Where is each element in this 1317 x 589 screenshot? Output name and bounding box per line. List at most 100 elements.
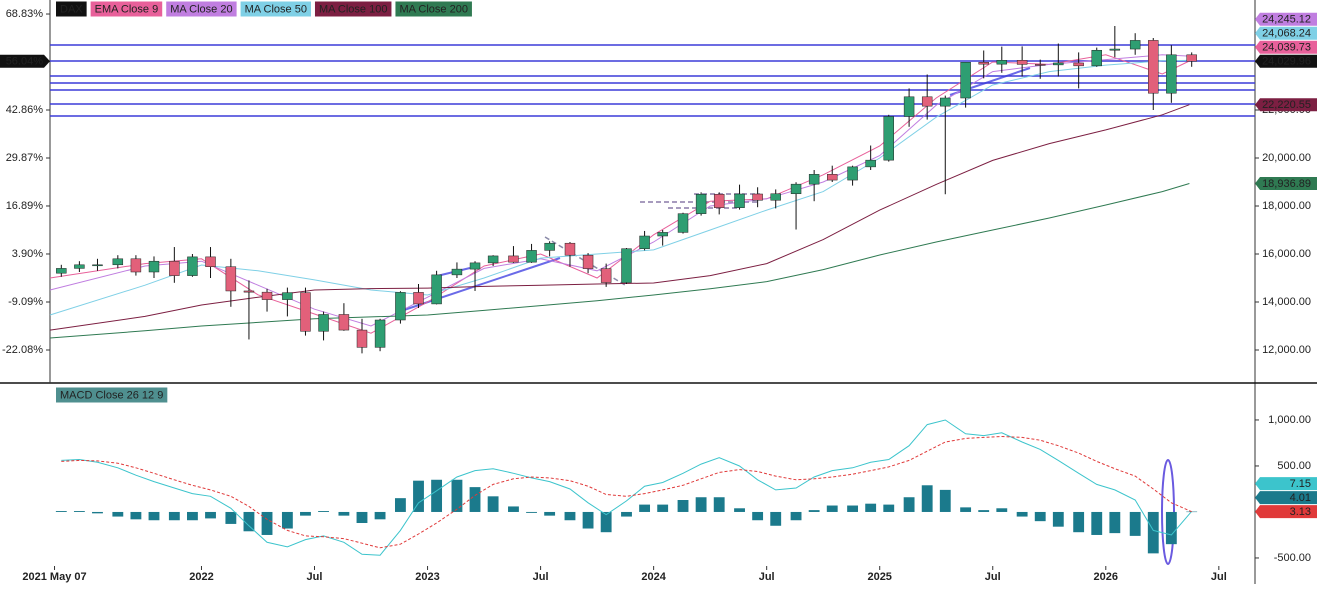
macd-histogram-bar [487,496,499,512]
candle-body [921,96,933,107]
macd-histogram-bar [770,511,782,526]
macd-histogram-bar [826,505,838,512]
y-tick-label: 20,000.00 [1262,152,1311,164]
candle-body [92,264,103,267]
badge-label: 24,039.73 [1262,42,1311,54]
macd-histogram-bar [695,497,707,512]
badge-shape [1255,54,1317,68]
moving-average-line [49,104,1190,331]
candle-body [1148,40,1159,94]
macd-histogram-bar [996,508,1008,512]
macd-histogram-bar [883,504,895,512]
candle-body [338,314,350,331]
badge-shape [1255,40,1317,54]
macd-histogram-bar [865,503,877,512]
legend-item: MA Close 200 [395,1,472,17]
legend-swatch [240,1,311,17]
x-tick-label: Jul [307,571,323,583]
badge-shape [1255,505,1317,519]
candle-body [243,290,255,293]
macd-histogram-bar [130,511,142,520]
candle-body [1016,60,1028,65]
legend-item: MA Close 20 [166,1,237,17]
candle-body [1035,64,1046,66]
macd-histogram-bar [1165,511,1177,545]
macd-histogram-bar [187,511,198,521]
moving-average-line [49,54,1190,334]
x-tick-label: Jul [985,571,1001,583]
y-tick-label: 12,000.00 [1262,344,1311,356]
ma-badge: 24,245.12 [1255,12,1317,26]
candle-body [431,274,442,305]
candle-body [827,174,838,181]
macd-histogram-bar [1091,511,1103,535]
candle-body [903,96,915,117]
macd-histogram-bar [657,504,669,512]
candle-body [282,292,293,300]
macd-histogram-bar [451,479,463,512]
badge-label: 24,245.12 [1262,14,1311,26]
candle-body [300,292,311,332]
badge-label: 18,936.89 [1262,178,1311,190]
macd-histogram-bar [281,511,293,529]
candle-body [374,319,386,348]
badge-label: 24,068.24 [1262,28,1311,40]
y2-tick-label: -9.09% [8,296,43,308]
candle-body [451,268,463,276]
badge-shape [1255,98,1317,112]
candle-body [865,159,876,168]
macd-histogram-bar [677,500,689,512]
candle-body [169,260,180,276]
y-tick-label: 16,000.00 [1262,248,1311,260]
x-tick-label: 2024 [641,571,666,583]
macd-histogram-bar [508,506,519,512]
candle-body [413,292,424,305]
macd-badge: 3.13 [1255,505,1317,519]
macd-histogram-bar [225,511,237,524]
badge-label: 24,029.96 [1262,56,1311,68]
candle-body [1186,54,1197,62]
candle-body [713,193,725,208]
badge-shape [0,54,50,68]
macd-histogram-bar [526,511,537,513]
macd-histogram-bar [1073,511,1085,533]
legend-item: DAX [56,1,87,17]
ma-badge: 24,039.73 [1255,40,1317,54]
candle-body [395,292,406,321]
macd-histogram-bar [73,511,85,512]
candle-body [639,235,650,249]
macd-histogram-bar [582,511,594,529]
badge-shape [1255,12,1317,26]
macd-histogram-bar [112,511,124,517]
macd-histogram-bar [394,498,406,512]
legend-swatch [395,1,472,17]
candle-body [752,193,763,201]
candle-body [205,256,216,267]
legend-label: DAX [60,3,83,15]
macd-histogram-bar [1109,511,1121,534]
candle-body [1091,49,1102,67]
macd-histogram-bar [1052,511,1064,527]
percent-badge: 56.04% [0,54,50,68]
macd-histogram-bar [1034,511,1046,522]
moving-average-line [49,183,1190,339]
candle-body [544,242,555,251]
macd-histogram-bar [374,511,386,520]
ma-badge: 24,068.24 [1255,26,1317,40]
candle-body [508,255,519,263]
legend-swatch [56,1,87,17]
legend-label: MA Close 20 [170,3,232,15]
macd-histogram-bar [243,511,255,532]
moving-average-line [49,54,1190,327]
macd-histogram-bar [734,508,745,512]
macd-y-tick-label: -500.00 [1274,552,1311,564]
macd-badge: 7.15 [1255,477,1317,491]
candle-body [621,248,632,283]
legend-swatch [166,1,237,17]
ma-badge: 18,936.89 [1255,177,1317,191]
signal-line [61,435,1192,549]
legend-label: MA Close 200 [399,3,467,15]
y2-tick-label: 42.86% [6,104,44,116]
